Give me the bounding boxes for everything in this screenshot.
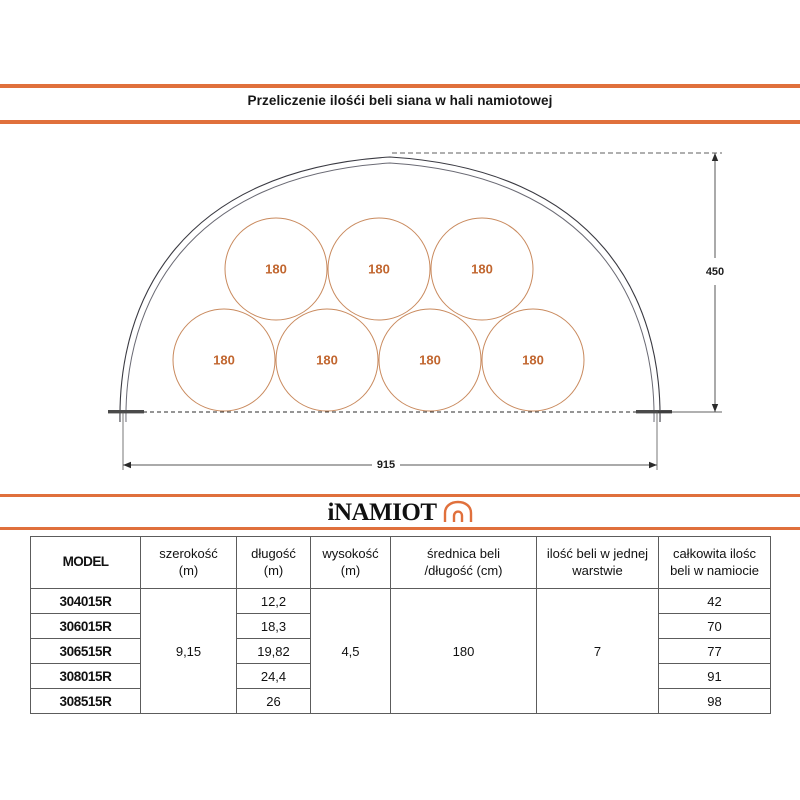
cell-model: 304015R — [30, 588, 141, 614]
cell-length: 19,82 — [236, 638, 311, 664]
cell-model: 308015R — [30, 663, 141, 689]
table-row: 304015R 9,15 12,2 4,5 180 7 42 — [30, 588, 771, 714]
cell-total: 98 — [658, 688, 771, 714]
cell-total: 70 — [658, 613, 771, 639]
column-header-line2: (m) — [340, 562, 361, 578]
cell-diameter-merged: 180 — [390, 588, 537, 714]
brand-name: iNAMIOT — [327, 498, 438, 526]
brand-band: iNAMIOT — [0, 494, 800, 530]
bale-circle — [275, 308, 379, 412]
table-row: 308515R 26 98 — [30, 688, 771, 714]
bale-label: 180 — [419, 353, 441, 368]
bale-row-top: 180 180 180 — [224, 217, 534, 321]
accent-rule-below-logo — [0, 527, 800, 530]
bale-circle — [327, 217, 431, 321]
bale-circle — [481, 308, 585, 412]
column-header-line2: (m) — [263, 562, 284, 578]
bale-label: 180 — [265, 262, 287, 277]
bale-circle — [224, 217, 328, 321]
height-dimension-label: 450 — [706, 266, 724, 278]
bale-circle — [430, 217, 534, 321]
cell-model: 308515R — [30, 688, 141, 714]
tent-arch-outer — [119, 156, 661, 423]
bale-label: 180 — [316, 353, 338, 368]
cell-total: 42 — [658, 588, 771, 614]
accent-rule-below-title — [0, 120, 800, 124]
column-header-width: szerokość (m) — [140, 536, 237, 589]
column-header-line1: ilość beli w jednej — [546, 546, 649, 562]
column-header-line1: wysokość — [322, 546, 379, 562]
column-header-line1: MODEL — [62, 554, 109, 570]
column-header-line1: całkowita ilośc — [672, 546, 757, 562]
cell-length: 24,4 — [236, 663, 311, 689]
column-header-line1: średnica beli — [427, 546, 500, 562]
table-header-row: MODEL szerokość (m) długość (m) wysokość… — [30, 536, 771, 589]
bale-label: 180 — [471, 262, 493, 277]
column-header-line2: warstwie — [572, 562, 623, 578]
cell-width-merged: 9,15 — [140, 588, 237, 714]
cell-length: 18,3 — [236, 613, 311, 639]
width-dimension-label: 915 — [377, 459, 395, 471]
bale-label: 180 — [368, 262, 390, 277]
column-header-height: wysokość (m) — [310, 536, 391, 589]
cell-total: 91 — [658, 663, 771, 689]
column-header-line1: szerokość — [159, 546, 218, 562]
tent-foot-left — [108, 410, 144, 414]
cell-model: 306515R — [30, 638, 141, 664]
column-header-bale-diameter: średnica beli /długość (cm) — [390, 536, 537, 589]
bale-row-bottom: 180 180 180 180 — [172, 308, 585, 412]
column-header-total-bales: całkowita ilośc beli w namiocie — [658, 536, 771, 589]
column-header-line2: beli w namiocie — [670, 562, 759, 578]
cell-length: 26 — [236, 688, 311, 714]
height-dimension: 450 — [392, 152, 724, 413]
column-header-line2: /długość (cm) — [424, 562, 503, 578]
bale-label: 180 — [522, 353, 544, 368]
column-header-line2: (m) — [178, 562, 199, 578]
specification-table: MODEL szerokość (m) długość (m) wysokość… — [30, 536, 771, 714]
cell-total: 77 — [658, 638, 771, 664]
column-header-length: długość (m) — [236, 536, 311, 589]
tent-arch-icon — [443, 500, 472, 522]
cell-model: 306015R — [30, 613, 141, 639]
accent-rule-top — [0, 84, 800, 88]
page-title: Przeliczenie ilośći beli siana w hali na… — [247, 93, 553, 108]
column-header-bales-per-layer: ilość beli w jednej warstwie — [536, 536, 659, 589]
bale-circle — [378, 308, 482, 412]
column-header-model: MODEL — [30, 536, 141, 589]
cell-per-layer-merged: 7 — [536, 588, 659, 714]
bale-circle — [172, 308, 276, 412]
cell-height-merged: 4,5 — [310, 588, 391, 714]
bale-label: 180 — [213, 353, 235, 368]
table-row: 306015R 18,3 70 — [30, 613, 771, 639]
column-header-line1: długość — [251, 546, 296, 562]
brand-logo: iNAMIOT — [0, 498, 800, 526]
table-row: 306515R 19,82 77 — [30, 638, 771, 664]
title-band: Przeliczenie ilośći beli siana w hali na… — [0, 84, 800, 124]
tent-arch-inner — [125, 162, 655, 423]
tent-foot-right — [636, 410, 672, 414]
accent-rule-above-logo — [0, 494, 800, 497]
tent-cross-section-diagram: 180 180 180 180 180 180 180 — [0, 130, 800, 485]
width-dimension: 915 — [122, 412, 658, 471]
cell-length: 12,2 — [236, 588, 311, 614]
table-row: 308015R 24,4 91 — [30, 663, 771, 689]
